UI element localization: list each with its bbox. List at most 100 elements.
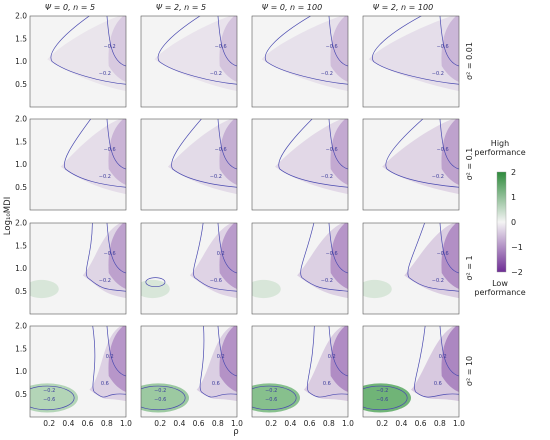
panel-frame bbox=[362, 325, 460, 418]
panel-r2-c2: −0.6 −0.2 bbox=[140, 118, 238, 211]
y-axis-label: Log₁₀MDI bbox=[3, 197, 13, 235]
legend-high-label: High performance bbox=[474, 139, 525, 157]
contour-line-outer bbox=[265, 16, 348, 85]
low-performance-core bbox=[219, 119, 237, 185]
high-performance-region bbox=[141, 279, 170, 299]
low-performance-region bbox=[404, 223, 459, 299]
low-performance-core bbox=[219, 326, 237, 392]
panel-r2-c4: −0.6 −0.2 bbox=[362, 118, 460, 211]
low-performance-core bbox=[441, 16, 459, 82]
contour-line-outer bbox=[300, 223, 348, 292]
contour-label: −0.6 bbox=[326, 44, 338, 50]
contour-label: −0.6 bbox=[215, 147, 227, 153]
contour-label: −0.2 bbox=[376, 388, 388, 394]
y-tick-label: 1.0 bbox=[15, 264, 27, 273]
x-tick-label: 0.4 bbox=[62, 419, 74, 428]
x-tick-label: 1.0 bbox=[342, 419, 354, 428]
panel-r2-c1: −0.6 −0.2 0.5 1.0 1.5 2.0 bbox=[15, 115, 127, 211]
contour-line-outer bbox=[306, 326, 348, 398]
low-performance-region bbox=[47, 16, 126, 92]
contour-line-outer bbox=[199, 326, 237, 398]
panel-frame bbox=[251, 325, 349, 418]
panel-r2-c3: −0.6 −0.2 bbox=[251, 118, 349, 211]
legend-tick-neg2: −2 bbox=[511, 268, 523, 277]
low-performance-core bbox=[330, 223, 348, 289]
panel-frame bbox=[362, 118, 460, 211]
contour-label: −0.6 bbox=[326, 147, 338, 153]
contour-label: −0.2 bbox=[99, 71, 111, 77]
panel-frame bbox=[140, 222, 238, 315]
panel-r3-c4: −0.6 −0.2 bbox=[362, 222, 460, 315]
legend-tick-2: 2 bbox=[511, 168, 516, 177]
row-title-3: σ² = 1 bbox=[465, 255, 474, 280]
low-performance-region bbox=[303, 326, 348, 402]
panel-background bbox=[363, 223, 459, 314]
low-performance-core bbox=[330, 119, 348, 185]
contour-line-outer bbox=[278, 119, 348, 188]
col-title-2: Ψ = 2, n = 5 bbox=[156, 3, 206, 12]
panel-r1-c2: −0.6 −0.2 bbox=[140, 15, 238, 108]
contour-line-inner bbox=[328, 16, 348, 67]
panel-r4-c4: 0.2 0.6 −0.2 −0.6 0.2 0.4 0.6 0.8 1.0 bbox=[362, 325, 465, 428]
contour-line-outer bbox=[157, 16, 237, 85]
x-tick-label: 0.2 bbox=[43, 419, 55, 428]
x-tick-label: 0.6 bbox=[193, 419, 205, 428]
panel-frame bbox=[251, 222, 349, 315]
low-performance-region bbox=[82, 223, 126, 299]
y-tick-label: 1.5 bbox=[15, 241, 27, 250]
row-title-1: σ² = 0.01 bbox=[465, 42, 474, 80]
y-tick-label: 2.0 bbox=[15, 115, 27, 124]
contour-line-inner bbox=[217, 326, 237, 377]
contour-line-inner bbox=[106, 326, 126, 377]
panel-background bbox=[252, 16, 348, 107]
panel-background bbox=[30, 326, 126, 417]
contour-line-positive bbox=[145, 277, 166, 288]
low-performance-region bbox=[60, 119, 126, 195]
panel-frame bbox=[251, 118, 349, 211]
high-performance-region bbox=[363, 383, 411, 413]
low-performance-core bbox=[330, 16, 348, 82]
contour-label: −0.6 bbox=[210, 278, 222, 284]
panel-r4-c3: 0.2 0.6 −0.2 −0.6 0.2 0.4 0.6 0.8 1.0 bbox=[251, 325, 354, 428]
contour-line-outer bbox=[50, 16, 126, 85]
panel-r3-c2: 0.2 −0.6 bbox=[140, 222, 238, 315]
x-tick-label: 0.4 bbox=[284, 419, 296, 428]
contour-line-outer bbox=[171, 119, 237, 188]
low-performance-core bbox=[219, 16, 237, 82]
low-performance-region bbox=[368, 16, 459, 92]
high-performance-region bbox=[252, 279, 281, 299]
y-tick-label: 1.5 bbox=[15, 344, 27, 353]
contour-label: −0.2 bbox=[432, 278, 444, 284]
contour-label: −0.2 bbox=[99, 278, 111, 284]
contour-line-inner bbox=[439, 326, 459, 377]
y-tick-label: 0.5 bbox=[15, 80, 27, 89]
y-tick-label: 0.5 bbox=[15, 183, 27, 192]
contour-label: 0.2 bbox=[217, 251, 225, 257]
panel-background bbox=[141, 223, 237, 314]
x-tick-label: 1.0 bbox=[453, 419, 465, 428]
panel-background bbox=[363, 16, 459, 107]
x-tick-label: 0.6 bbox=[304, 419, 316, 428]
y-tick-label: 1.0 bbox=[15, 367, 27, 376]
x-tick-label: 0.8 bbox=[434, 419, 446, 428]
low-performance-region bbox=[297, 223, 348, 299]
low-performance-region bbox=[382, 119, 459, 195]
low-performance-core bbox=[330, 326, 348, 392]
low-performance-region bbox=[196, 326, 237, 402]
x-tick-label: 0.2 bbox=[376, 419, 388, 428]
contour-label: −0.6 bbox=[437, 251, 449, 257]
panel-r1-c1: −0.2 −0.2 0.5 1.0 1.5 2.0 bbox=[15, 12, 127, 108]
contour-label: −0.2 bbox=[432, 71, 444, 77]
contour-line-inner bbox=[106, 119, 126, 170]
low-performance-region bbox=[89, 326, 126, 402]
contour-label: −0.2 bbox=[210, 174, 222, 180]
legend-tick-neg1: −1 bbox=[511, 243, 523, 252]
x-tick-label: 0.8 bbox=[323, 419, 335, 428]
col-title-1: Ψ = 0, n = 5 bbox=[45, 3, 95, 12]
x-tick-label: 0.2 bbox=[265, 419, 277, 428]
low-performance-region bbox=[189, 223, 237, 299]
contour-label: 0.2 bbox=[106, 354, 114, 360]
low-performance-region bbox=[261, 16, 348, 92]
row-title-4: σ² = 10 bbox=[465, 356, 474, 386]
x-tick-label: 0.6 bbox=[82, 419, 94, 428]
